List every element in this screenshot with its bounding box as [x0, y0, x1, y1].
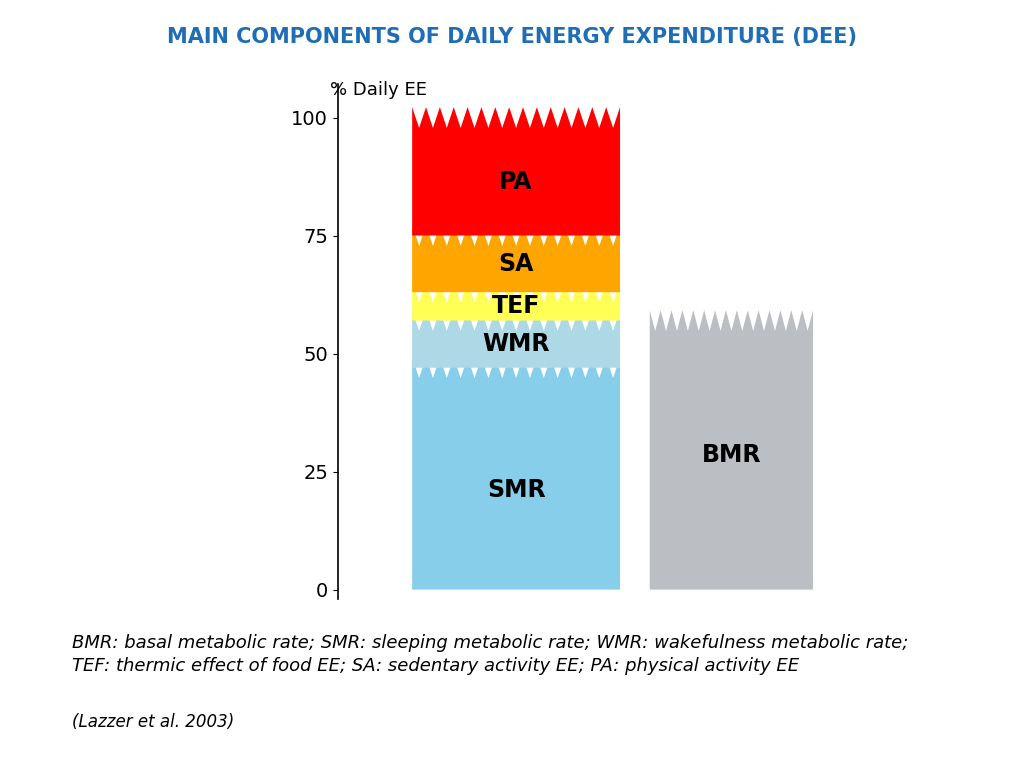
Polygon shape — [412, 282, 620, 320]
Polygon shape — [412, 225, 620, 292]
Text: SMR: SMR — [486, 478, 546, 502]
Text: TEF: TEF — [492, 294, 541, 319]
Text: BMR: basal metabolic rate; SMR: sleeping metabolic rate; WMR: wakefulness metabo: BMR: basal metabolic rate; SMR: sleeping… — [72, 634, 908, 651]
Text: % Daily EE: % Daily EE — [331, 81, 427, 98]
Text: TEF: thermic effect of food EE; SA: sedentary activity EE; PA: physical activity: TEF: thermic effect of food EE; SA: sede… — [72, 657, 799, 674]
Text: WMR: WMR — [482, 332, 550, 356]
Text: (Lazzer et al. 2003): (Lazzer et al. 2003) — [72, 713, 233, 730]
Text: SA: SA — [499, 252, 534, 276]
Polygon shape — [649, 310, 813, 590]
Text: PA: PA — [500, 170, 532, 194]
Text: MAIN COMPONENTS OF DAILY ENERGY EXPENDITURE (DEE): MAIN COMPONENTS OF DAILY ENERGY EXPENDIT… — [167, 27, 857, 47]
Polygon shape — [412, 310, 620, 368]
Polygon shape — [412, 357, 620, 590]
Polygon shape — [412, 108, 620, 236]
Text: BMR: BMR — [701, 443, 761, 467]
